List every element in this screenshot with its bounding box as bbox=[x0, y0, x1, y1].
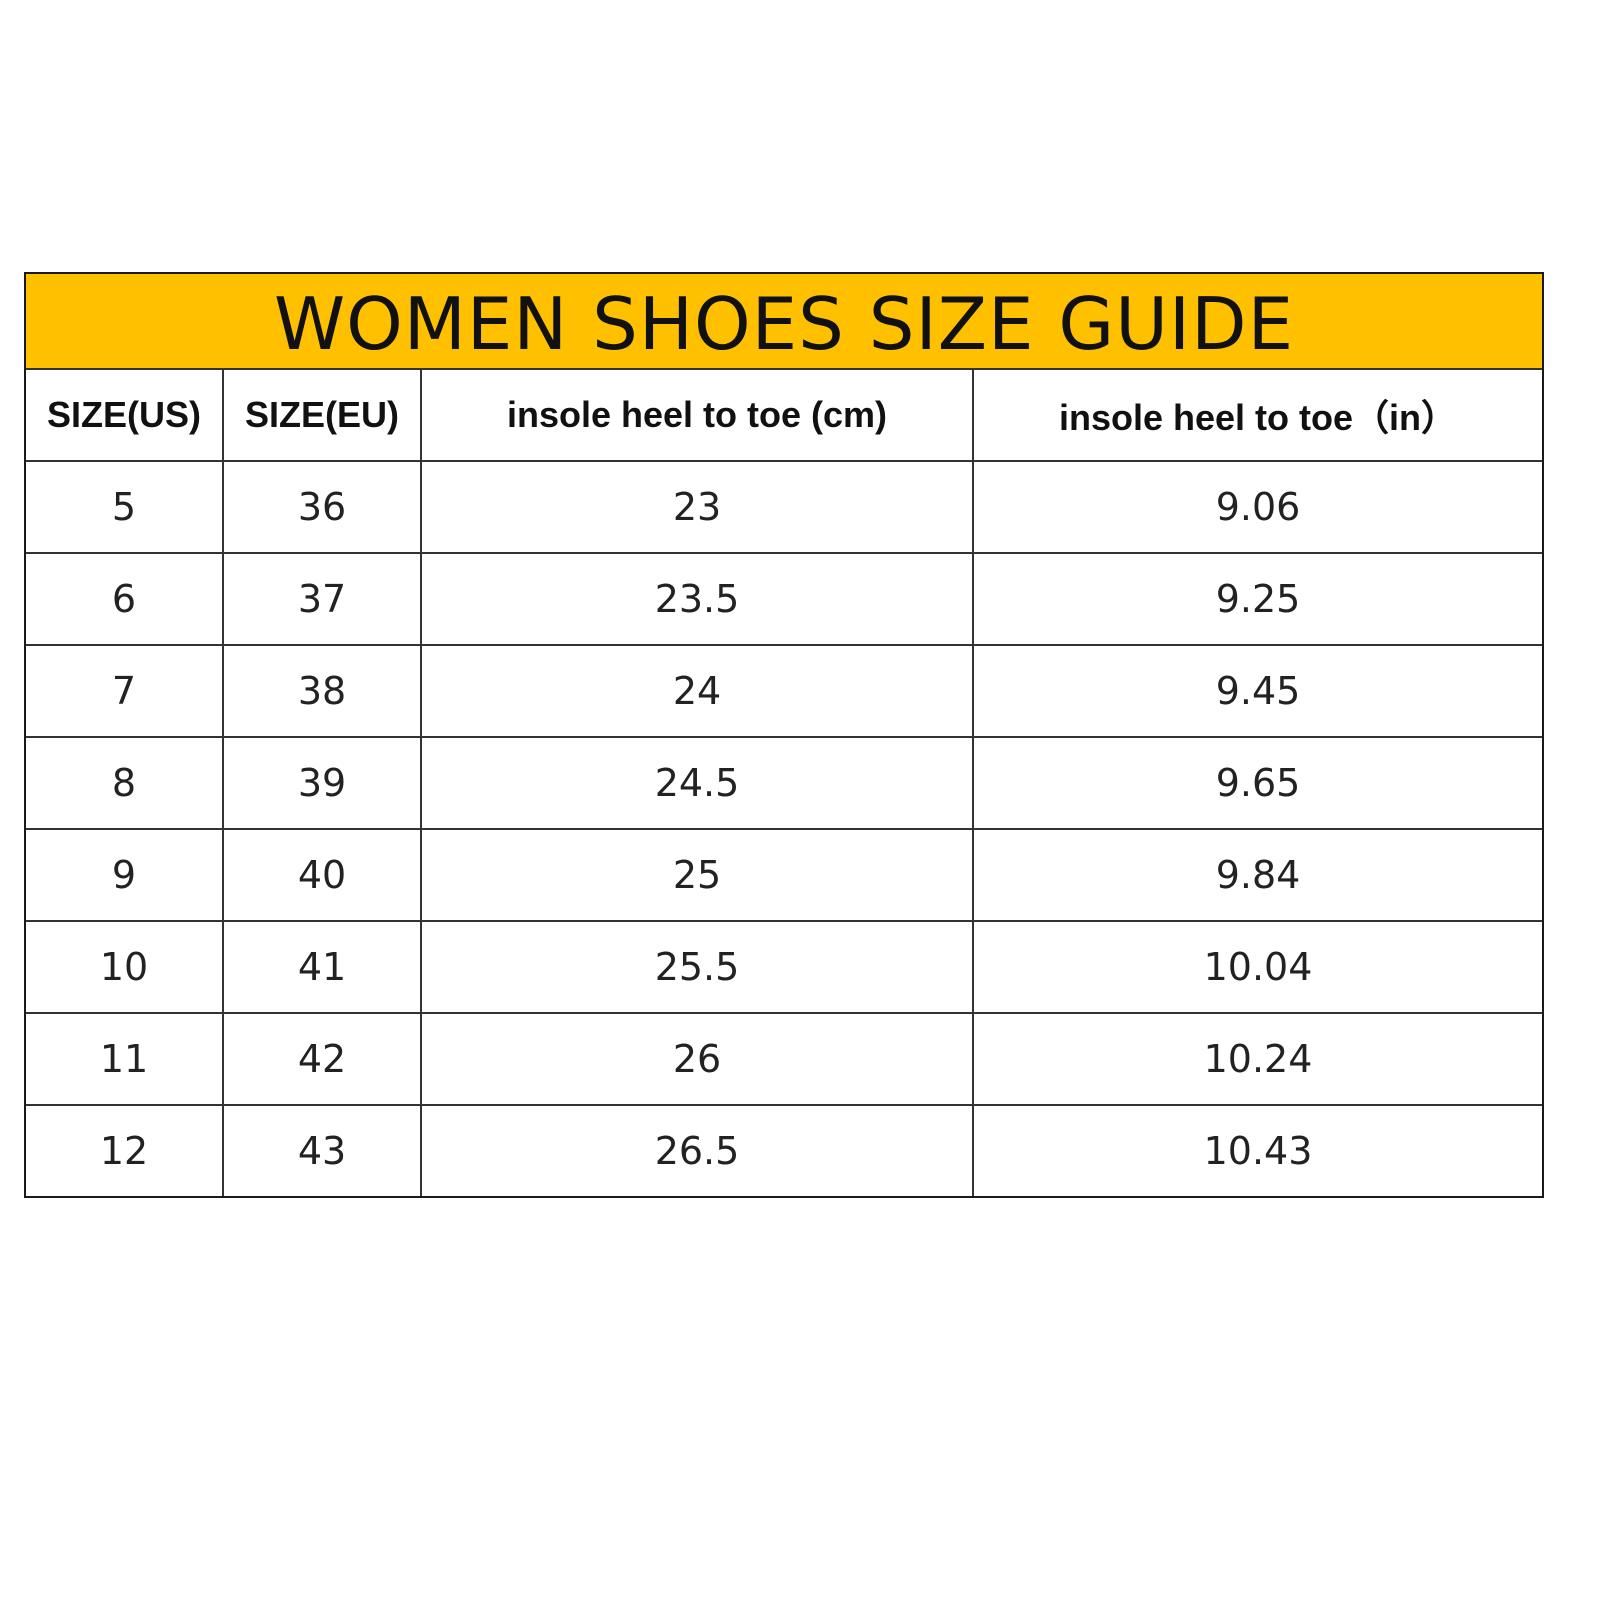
size-guide-table: WOMEN SHOES SIZE GUIDE SIZE(US) SIZE(EU)… bbox=[24, 272, 1544, 1198]
table-row: 124326.510.43 bbox=[26, 1105, 1542, 1196]
length-in-cell: 9.65 bbox=[973, 737, 1542, 829]
header-row: SIZE(US) SIZE(EU) insole heel to toe (cm… bbox=[26, 370, 1542, 461]
length-in-cell: 10.04 bbox=[973, 921, 1542, 1013]
length-cm-cell: 25.5 bbox=[421, 921, 973, 1013]
size-us-cell: 10 bbox=[26, 921, 223, 1013]
size-us-cell: 8 bbox=[26, 737, 223, 829]
length-in-cell: 9.84 bbox=[973, 829, 1542, 921]
length-in-cell: 9.25 bbox=[973, 553, 1542, 645]
size-us-cell: 5 bbox=[26, 461, 223, 553]
length-cm-cell: 24 bbox=[421, 645, 973, 737]
length-in-cell: 9.06 bbox=[973, 461, 1542, 553]
length-cm-cell: 24.5 bbox=[421, 737, 973, 829]
length-cm-cell: 26.5 bbox=[421, 1105, 973, 1196]
header-length-cm: insole heel to toe (cm) bbox=[421, 370, 973, 461]
size-eu-cell: 36 bbox=[223, 461, 421, 553]
length-cm-cell: 26 bbox=[421, 1013, 973, 1105]
table-row: 536239.06 bbox=[26, 461, 1542, 553]
size-eu-cell: 41 bbox=[223, 921, 421, 1013]
size-us-cell: 9 bbox=[26, 829, 223, 921]
size-us-cell: 6 bbox=[26, 553, 223, 645]
length-cm-cell: 25 bbox=[421, 829, 973, 921]
length-in-cell: 9.45 bbox=[973, 645, 1542, 737]
size-eu-cell: 42 bbox=[223, 1013, 421, 1105]
table-row: 104125.510.04 bbox=[26, 921, 1542, 1013]
size-eu-cell: 40 bbox=[223, 829, 421, 921]
table-row: 738249.45 bbox=[26, 645, 1542, 737]
table-title: WOMEN SHOES SIZE GUIDE bbox=[26, 274, 1542, 370]
table-row: 63723.59.25 bbox=[26, 553, 1542, 645]
size-eu-cell: 43 bbox=[223, 1105, 421, 1196]
size-us-cell: 11 bbox=[26, 1013, 223, 1105]
size-us-cell: 7 bbox=[26, 645, 223, 737]
header-size-us: SIZE(US) bbox=[26, 370, 223, 461]
header-length-in: insole heel to toe（in） bbox=[973, 370, 1542, 461]
length-in-cell: 10.24 bbox=[973, 1013, 1542, 1105]
table-row: 11422610.24 bbox=[26, 1013, 1542, 1105]
length-cm-cell: 23 bbox=[421, 461, 973, 553]
size-eu-cell: 38 bbox=[223, 645, 421, 737]
length-cm-cell: 23.5 bbox=[421, 553, 973, 645]
size-eu-cell: 37 bbox=[223, 553, 421, 645]
table-row: 83924.59.65 bbox=[26, 737, 1542, 829]
size-eu-cell: 39 bbox=[223, 737, 421, 829]
size-table: SIZE(US) SIZE(EU) insole heel to toe (cm… bbox=[26, 370, 1542, 1196]
table-row: 940259.84 bbox=[26, 829, 1542, 921]
size-us-cell: 12 bbox=[26, 1105, 223, 1196]
length-in-cell: 10.43 bbox=[973, 1105, 1542, 1196]
header-size-eu: SIZE(EU) bbox=[223, 370, 421, 461]
